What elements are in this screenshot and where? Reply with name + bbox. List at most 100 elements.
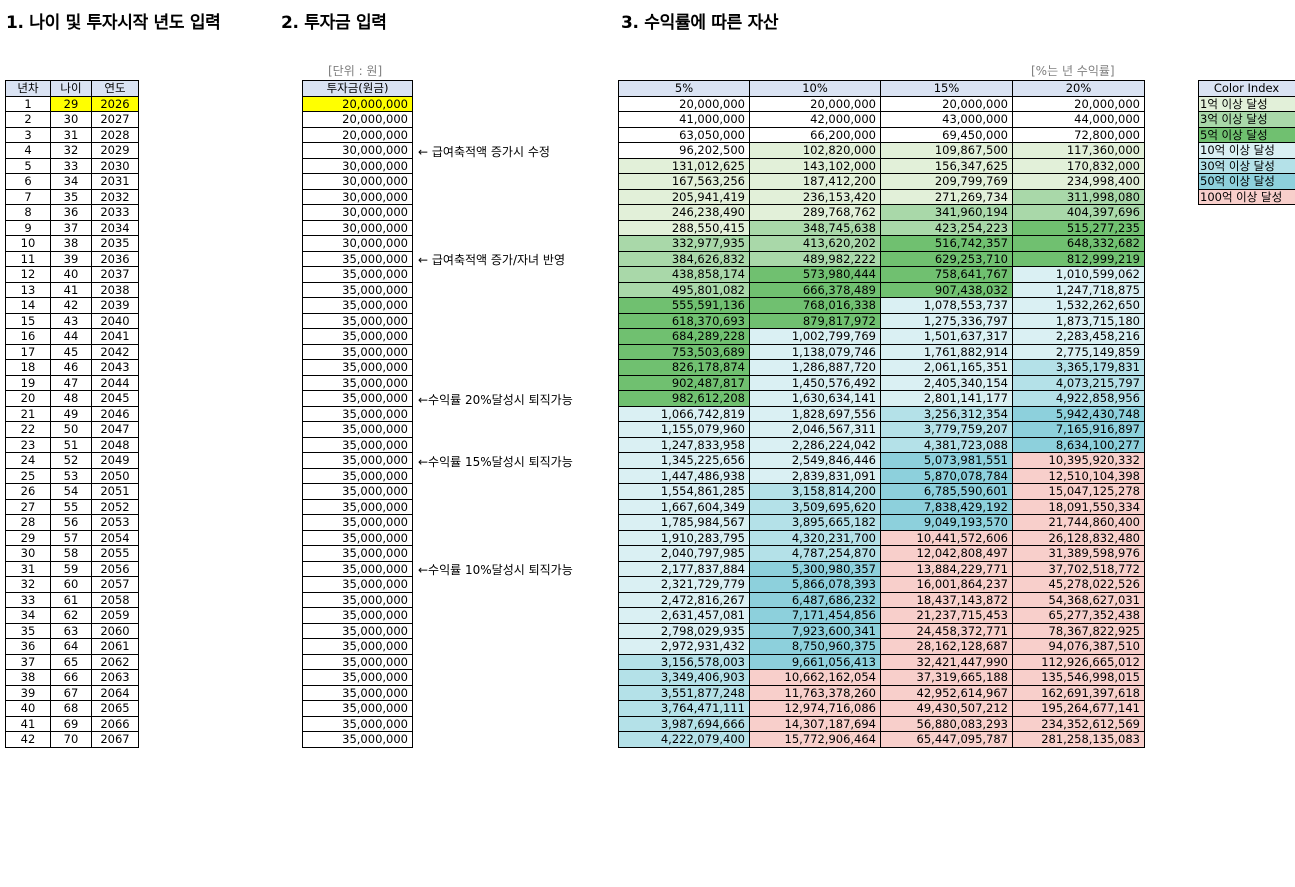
age-cell[interactable]: 68 (50, 700, 92, 717)
investment-cell[interactable]: 35,000,000 (302, 343, 413, 360)
calendar-year-cell[interactable]: 2063 (91, 669, 139, 686)
calendar-year-cell[interactable]: 2059 (91, 607, 139, 624)
investment-cell[interactable]: 35,000,000 (302, 312, 413, 329)
age-cell[interactable]: 61 (50, 591, 92, 608)
calendar-year-cell[interactable]: 2037 (91, 266, 139, 283)
age-cell[interactable]: 38 (50, 235, 92, 252)
investment-cell[interactable]: 35,000,000 (302, 359, 413, 376)
age-cell[interactable]: 56 (50, 514, 92, 531)
investment-cell[interactable]: 30,000,000 (302, 204, 413, 221)
age-cell[interactable]: 43 (50, 312, 92, 329)
investment-cell[interactable]: 20,000,000 (302, 111, 413, 128)
age-cell[interactable]: 40 (50, 266, 92, 283)
calendar-year-cell[interactable]: 2062 (91, 653, 139, 670)
age-cell[interactable]: 53 (50, 467, 92, 484)
investment-cell[interactable]: 35,000,000 (302, 731, 413, 748)
investment-cell[interactable]: 30,000,000 (302, 142, 413, 159)
calendar-year-cell[interactable]: 2049 (91, 452, 139, 469)
investment-cell[interactable]: 35,000,000 (302, 405, 413, 422)
calendar-year-cell[interactable]: 2032 (91, 188, 139, 205)
age-cell[interactable]: 65 (50, 653, 92, 670)
age-cell[interactable]: 46 (50, 359, 92, 376)
investment-cell[interactable]: 35,000,000 (302, 684, 413, 701)
investment-cell[interactable]: 35,000,000 (302, 436, 413, 453)
investment-cell[interactable]: 35,000,000 (302, 653, 413, 670)
age-cell[interactable]: 49 (50, 405, 92, 422)
age-cell[interactable]: 39 (50, 250, 92, 267)
age-cell[interactable]: 54 (50, 483, 92, 500)
calendar-year-cell[interactable]: 2046 (91, 405, 139, 422)
calendar-year-cell[interactable]: 2045 (91, 390, 139, 407)
calendar-year-cell[interactable]: 2050 (91, 467, 139, 484)
calendar-year-cell[interactable]: 2061 (91, 638, 139, 655)
investment-cell[interactable]: 35,000,000 (302, 452, 413, 469)
investment-cell[interactable]: 35,000,000 (302, 576, 413, 593)
investment-cell[interactable]: 35,000,000 (302, 297, 413, 314)
calendar-year-cell[interactable]: 2057 (91, 576, 139, 593)
calendar-year-cell[interactable]: 2066 (91, 715, 139, 732)
investment-cell[interactable]: 30,000,000 (302, 173, 413, 190)
age-cell[interactable]: 67 (50, 684, 92, 701)
calendar-year-cell[interactable]: 2030 (91, 157, 139, 174)
calendar-year-cell[interactable]: 2035 (91, 235, 139, 252)
calendar-year-cell[interactable]: 2047 (91, 421, 139, 438)
age-cell[interactable]: 47 (50, 374, 92, 391)
age-cell[interactable]: 37 (50, 219, 92, 236)
investment-cell[interactable]: 30,000,000 (302, 219, 413, 236)
investment-cell[interactable]: 35,000,000 (302, 514, 413, 531)
age-cell[interactable]: 66 (50, 669, 92, 686)
calendar-year-cell[interactable]: 2052 (91, 498, 139, 515)
calendar-year-cell[interactable]: 2065 (91, 700, 139, 717)
age-cell[interactable]: 60 (50, 576, 92, 593)
calendar-year-cell[interactable]: 2043 (91, 359, 139, 376)
calendar-year-cell[interactable]: 2048 (91, 436, 139, 453)
age-cell[interactable]: 34 (50, 173, 92, 190)
age-cell[interactable]: 63 (50, 622, 92, 639)
age-cell[interactable]: 31 (50, 126, 92, 143)
calendar-year-cell[interactable]: 2060 (91, 622, 139, 639)
age-cell[interactable]: 69 (50, 715, 92, 732)
investment-cell[interactable]: 30,000,000 (302, 188, 413, 205)
calendar-year-cell[interactable]: 2027 (91, 111, 139, 128)
investment-cell[interactable]: 20,000,000 (302, 126, 413, 143)
calendar-year-cell[interactable]: 2029 (91, 142, 139, 159)
calendar-year-cell[interactable]: 2056 (91, 560, 139, 577)
age-cell[interactable]: 48 (50, 390, 92, 407)
age-cell[interactable]: 55 (50, 498, 92, 515)
investment-cell[interactable]: 35,000,000 (302, 483, 413, 500)
age-cell[interactable]: 32 (50, 142, 92, 159)
investment-cell[interactable]: 35,000,000 (302, 560, 413, 577)
investment-cell[interactable]: 20,000,000 (302, 95, 413, 112)
calendar-year-cell[interactable]: 2033 (91, 204, 139, 221)
calendar-year-cell[interactable]: 2028 (91, 126, 139, 143)
investment-cell[interactable]: 35,000,000 (302, 266, 413, 283)
age-cell[interactable]: 58 (50, 545, 92, 562)
age-cell[interactable]: 62 (50, 607, 92, 624)
investment-cell[interactable]: 35,000,000 (302, 421, 413, 438)
investment-cell[interactable]: 35,000,000 (302, 281, 413, 298)
calendar-year-cell[interactable]: 2041 (91, 328, 139, 345)
calendar-year-cell[interactable]: 2055 (91, 545, 139, 562)
age-cell[interactable]: 45 (50, 343, 92, 360)
calendar-year-cell[interactable]: 2051 (91, 483, 139, 500)
age-cell[interactable]: 41 (50, 281, 92, 298)
calendar-year-cell[interactable]: 2026 (91, 95, 139, 112)
calendar-year-cell[interactable]: 2036 (91, 250, 139, 267)
age-cell[interactable]: 35 (50, 188, 92, 205)
investment-cell[interactable]: 35,000,000 (302, 467, 413, 484)
calendar-year-cell[interactable]: 2039 (91, 297, 139, 314)
investment-cell[interactable]: 35,000,000 (302, 498, 413, 515)
age-cell[interactable]: 64 (50, 638, 92, 655)
age-cell[interactable]: 52 (50, 452, 92, 469)
calendar-year-cell[interactable]: 2042 (91, 343, 139, 360)
investment-cell[interactable]: 35,000,000 (302, 328, 413, 345)
age-cell[interactable]: 29 (50, 95, 92, 112)
calendar-year-cell[interactable]: 2054 (91, 529, 139, 546)
calendar-year-cell[interactable]: 2034 (91, 219, 139, 236)
age-cell[interactable]: 36 (50, 204, 92, 221)
age-cell[interactable]: 33 (50, 157, 92, 174)
age-cell[interactable]: 30 (50, 111, 92, 128)
investment-cell[interactable]: 35,000,000 (302, 700, 413, 717)
age-cell[interactable]: 51 (50, 436, 92, 453)
investment-cell[interactable]: 35,000,000 (302, 638, 413, 655)
